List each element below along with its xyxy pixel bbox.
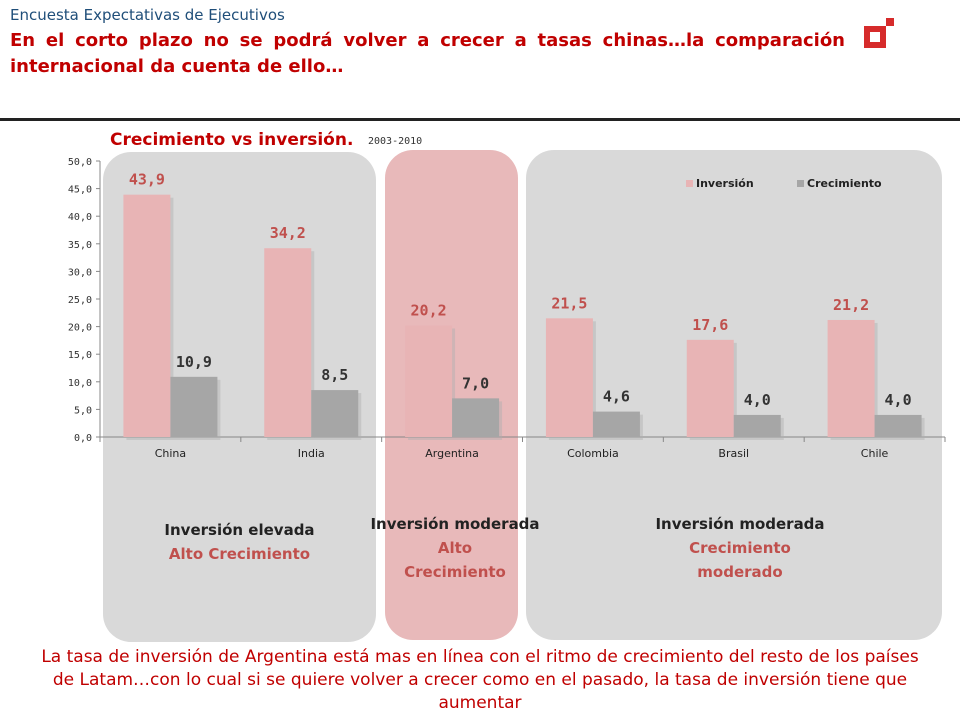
- bar-crecimiento: [874, 414, 922, 437]
- data-label-inversion: 21,2: [833, 296, 869, 314]
- group-label-line2: Crecimiento: [689, 539, 791, 557]
- data-label-inversion: 34,2: [270, 224, 306, 242]
- bar-inversion: [264, 248, 312, 437]
- data-label-crecimiento: 4,0: [744, 391, 771, 409]
- bar-inversion: [686, 339, 734, 437]
- x-tick-label: Colombia: [567, 447, 619, 460]
- data-label-crecimiento: 10,9: [176, 353, 212, 371]
- data-label-inversion: 43,9: [129, 171, 165, 189]
- bar-inversion: [827, 319, 875, 437]
- group-label-high-investment: Inversión elevada Alto Crecimiento: [103, 518, 376, 566]
- y-tick-label: 45,0: [68, 185, 92, 196]
- bar-inversion: [123, 194, 171, 437]
- bar-inversion: [405, 325, 453, 437]
- data-label-crecimiento: 8,5: [321, 366, 348, 384]
- data-label-crecimiento: 4,0: [885, 391, 912, 409]
- x-tick-label: Brasil: [718, 447, 749, 460]
- bar-crecimiento: [592, 411, 640, 437]
- y-tick-label: 5,0: [74, 405, 92, 416]
- x-tick-label: Chile: [861, 447, 889, 460]
- y-tick-label: 10,0: [68, 378, 92, 389]
- y-tick-label: 40,0: [68, 212, 92, 223]
- bar-crecimiento: [733, 414, 781, 437]
- bar-crecimiento: [452, 398, 500, 437]
- header-divider: [0, 118, 960, 121]
- data-label-inversion: 17,6: [692, 316, 728, 334]
- y-tick-label: 30,0: [68, 267, 92, 278]
- x-tick-label: Argentina: [425, 447, 479, 460]
- legend-swatch: [686, 180, 693, 187]
- group-label-line1: Inversión elevada: [164, 521, 315, 539]
- page-headline: En el corto plazo no se podrá volver a c…: [10, 30, 845, 77]
- data-label-crecimiento: 4,6: [603, 388, 630, 406]
- legend-swatch: [797, 180, 804, 187]
- y-tick-label: 25,0: [68, 295, 92, 306]
- group-label-line1: Inversión moderada: [655, 515, 825, 533]
- group-label-line2: Alto: [437, 539, 473, 557]
- legend-label: Inversión: [696, 177, 754, 190]
- survey-name: Encuesta Expectativas de Ejecutivos: [10, 6, 285, 24]
- bar-inversion: [545, 318, 593, 437]
- bar-crecimiento: [311, 390, 359, 437]
- group-label-line1: Inversión moderada: [370, 515, 540, 533]
- y-tick-label: 35,0: [68, 240, 92, 251]
- legend-label: Crecimiento: [807, 177, 882, 190]
- footer-note: La tasa de inversión de Argentina está m…: [41, 647, 919, 713]
- data-label-inversion: 20,2: [411, 301, 447, 319]
- data-label-crecimiento: 7,0: [462, 374, 489, 392]
- y-tick-label: 15,0: [68, 350, 92, 361]
- group-label-line2: Alto Crecimiento: [168, 545, 311, 563]
- chart-subtitle: 2003-2010: [368, 136, 423, 147]
- brand-logo-icon: [864, 18, 894, 48]
- y-tick-label: 0,0: [74, 433, 92, 444]
- bar-crecimiento: [170, 376, 218, 437]
- x-tick-label: India: [298, 447, 325, 460]
- x-tick-label: China: [155, 447, 186, 460]
- y-tick-label: 20,0: [68, 323, 92, 334]
- data-label-inversion: 21,5: [551, 294, 587, 312]
- chart-title: Crecimiento vs inversión.: [110, 130, 354, 150]
- group-label-line3: Crecimiento: [404, 563, 506, 581]
- group-label-line3: moderado: [697, 563, 783, 581]
- group-label-moderate: Inversión moderada Crecimiento moderado: [560, 512, 920, 584]
- y-tick-label: 50,0: [68, 157, 92, 168]
- group-label-argentina: Inversión moderada Alto Crecimiento: [360, 512, 550, 584]
